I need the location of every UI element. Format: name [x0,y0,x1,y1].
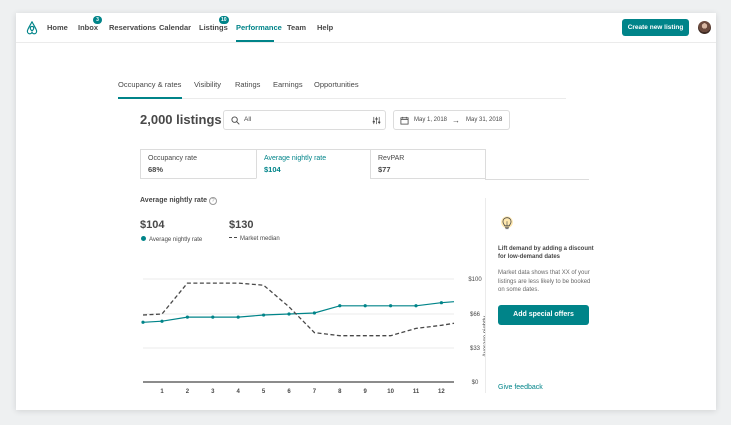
nav-active-indicator [236,40,274,42]
y-tick-label: $0 [472,380,479,386]
x-tick-label: 2 [186,389,190,395]
average-rate-point [236,315,240,319]
metric-value: $104 [264,165,281,174]
average-rate-line [142,301,455,323]
nav-home[interactable]: Home [47,23,68,32]
date-end[interactable]: May 31, 2018 [466,117,503,123]
nav-reservations[interactable]: Reservations [109,23,157,32]
x-tick-label: 8 [338,389,342,395]
y-tick-label: $66 [470,312,481,318]
chart-axes: $0$33$66$100Average nightly1234567891011… [160,277,486,395]
average-rate-point [439,301,443,305]
help-icon[interactable]: ? [209,197,217,205]
create-new-listing-button[interactable]: Create new listing [622,19,689,36]
legend-label: Average nightly rate [149,237,203,243]
y-tick-label: $100 [468,277,482,283]
tab-ratings[interactable]: Ratings [235,80,261,89]
x-tick-label: 1 [160,389,164,395]
tab-opportunities[interactable]: Opportunities [314,80,359,89]
nav-help[interactable]: Help [317,23,334,32]
x-tick-label: 10 [387,389,394,395]
nav-performance[interactable]: Performance [236,23,282,32]
metric-value: $77 [378,165,391,174]
chart-grid [143,278,454,383]
average-rate-point [287,312,291,316]
tab-active-indicator [118,97,182,99]
search-input[interactable]: All [223,110,386,130]
tab-visibility[interactable]: Visibility [194,80,221,89]
legend-dot-icon [141,236,146,241]
market-median-line [142,282,455,337]
search-icon [231,116,240,125]
nav-calendar[interactable]: Calendar [159,23,192,32]
chart-section-title: Average nightly rate [140,197,208,204]
metric-revpar[interactable]: RevPAR $77 [370,149,486,179]
date-start[interactable]: May 1, 2018 [414,117,448,123]
average-rate-point [312,311,316,315]
metric-occupancy-rate[interactable]: Occupancy rate 68% [140,149,257,179]
metrics-divider [485,179,589,180]
avatar[interactable] [698,21,711,34]
tab-occupancy-rates[interactable]: Occupancy & rates [118,80,182,89]
inbox-count-badge: 3 [93,16,102,24]
y-tick-label: $33 [470,346,481,352]
app-window: Home Inbox 3 Reservations Calendar Listi… [16,13,716,410]
x-tick-label: 9 [364,389,368,395]
calendar-icon [400,116,409,125]
legend-average-rate: Average nightly rate [141,236,202,243]
nav-inbox[interactable]: Inbox [78,23,98,32]
average-rate-point [338,304,342,308]
x-tick-label: 12 [438,389,445,395]
x-tick-label: 5 [262,389,266,395]
search-value: All [244,116,252,123]
legend-market-median: Market median [229,236,280,242]
nav-team[interactable]: Team [287,23,307,32]
average-rate-point [211,315,215,319]
average-rate-point [185,315,189,319]
average-rate-point [414,304,418,308]
average-rate-value: $104 [140,219,165,231]
legend-dash-icon [229,237,237,238]
chart-series [141,282,455,337]
metric-value: 68% [148,165,164,174]
average-rate-point [389,304,393,308]
tab-earnings[interactable]: Earnings [273,80,303,89]
date-range-picker[interactable]: May 1, 2018 → May 31, 2018 [393,110,510,130]
average-rate-point [160,319,164,323]
add-special-offers-button[interactable]: Add special offers [498,305,589,325]
x-tick-label: 11 [413,389,420,395]
x-tick-label: 4 [237,389,241,395]
metric-label: RevPAR [378,155,405,162]
arrow-right-icon: → [452,116,460,125]
y-axis-label: Average nightly [483,316,486,357]
x-tick-label: 6 [287,389,291,395]
average-rate-point [141,320,145,324]
filter-sliders-icon[interactable] [372,116,381,125]
tip-title: Lift demand by adding a discount for low… [498,246,594,260]
top-nav: Home Inbox 3 Reservations Calendar Listi… [16,13,716,43]
average-rate-point [363,304,367,308]
legend-label: Market median [240,236,280,242]
lightbulb-icon [501,216,513,230]
metric-label: Average nightly rate [264,155,327,162]
x-tick-label: 7 [313,389,317,395]
nav-listings[interactable]: Listings [199,23,228,32]
give-feedback-link[interactable]: Give feedback [498,384,543,391]
panel-divider [485,198,486,393]
tabs-divider [118,98,566,99]
metric-label: Occupancy rate [148,155,198,162]
page-title: 2,000 listings [140,112,222,127]
listings-count-badge: 10 [219,16,229,24]
tip-body: Market data shows that XX of your listin… [498,270,591,293]
airbnb-logo-icon[interactable] [25,20,39,35]
average-rate-chart: $0$33$66$100Average nightly1234567891011… [141,277,486,395]
metric-average-nightly-rate[interactable]: Average nightly rate $104 [256,149,371,179]
market-median-value: $130 [229,219,254,231]
average-rate-point [262,313,266,317]
x-tick-label: 3 [211,389,215,395]
